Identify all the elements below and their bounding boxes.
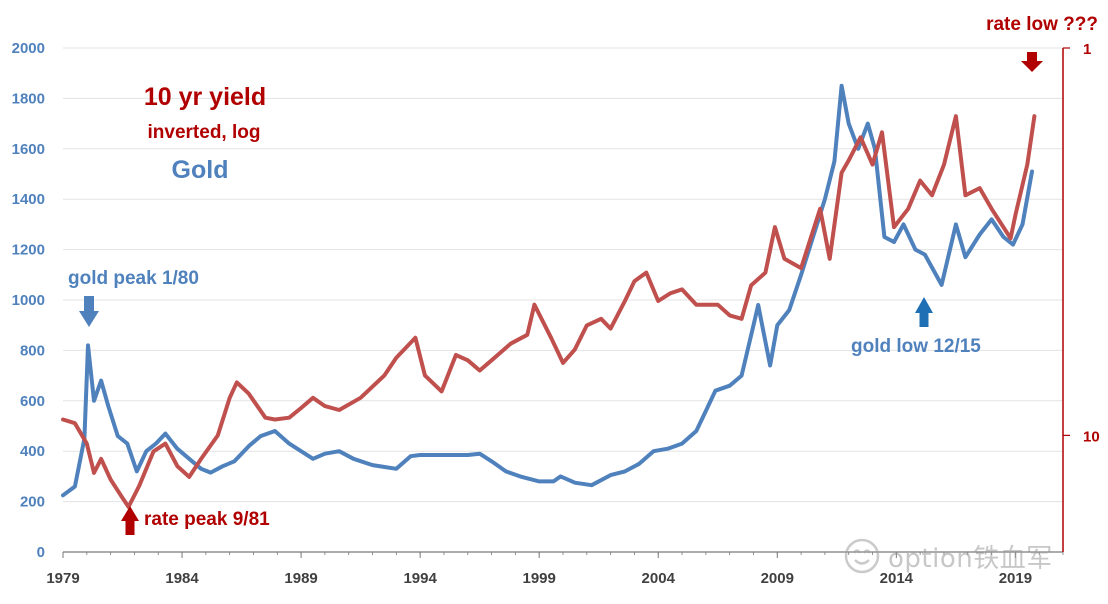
- y-right-tick-label: 1: [1083, 41, 1091, 58]
- y-left-tick-label: 600: [20, 393, 45, 410]
- chart-subtitle: inverted, log: [148, 122, 261, 143]
- y-left-tick-label: 200: [20, 494, 45, 511]
- chat-bubble-icon: [844, 538, 880, 574]
- rate-peak-arrow-icon: [121, 506, 139, 535]
- x-tick-label: 1989: [284, 570, 317, 587]
- axes: [62, 47, 1070, 558]
- x-tick-label: 2009: [761, 570, 794, 587]
- gold-low-arrow-icon: [915, 297, 933, 327]
- rate-low-arrow-icon: [1021, 52, 1043, 72]
- y-left-tick-label: 2000: [12, 40, 45, 57]
- watermark-text: option铁血军: [888, 543, 1053, 574]
- x-tick-label: 1979: [46, 570, 79, 587]
- y-left-tick-label: 1000: [12, 292, 45, 309]
- y-left-tick-label: 1400: [12, 191, 45, 208]
- gold-low-annotation: gold low 12/15: [851, 336, 981, 357]
- y-left-tick-label: 1600: [12, 141, 45, 158]
- watermark: option铁血军: [842, 535, 1053, 577]
- y-left-tick-label: 800: [20, 342, 45, 359]
- series-lines: [61, 83, 1037, 509]
- x-tick-label: 2019: [999, 570, 1032, 587]
- x-tick-label: 1999: [523, 570, 556, 587]
- y-right-tick-label: 10: [1083, 428, 1100, 445]
- rate-low-annotation: rate low ???: [986, 14, 1098, 35]
- tick-labels: 0 200 400 600 800 1000 1200 1400 1600 1800 2000 197…: [12, 40, 1100, 587]
- chart-title: 10 yr yield: [144, 83, 266, 111]
- x-tick-label: 1994: [403, 570, 437, 587]
- y-left-tick-label: 1200: [12, 242, 45, 259]
- gold-series-line: [61, 83, 1034, 498]
- x-tick-label: 2014: [880, 570, 914, 587]
- gold-series-label: Gold: [172, 156, 229, 184]
- gold-peak-annotation: gold peak 1/80: [68, 268, 199, 289]
- rate-peak-annotation: rate peak 9/81: [144, 509, 270, 530]
- x-tick-label: 2004: [642, 570, 676, 587]
- y-left-tick-label: 400: [20, 443, 45, 460]
- y-left-tick-label: 0: [37, 544, 45, 561]
- gridlines: [63, 47, 1063, 503]
- x-tick-label: 1984: [165, 570, 199, 587]
- yield-series-line: [61, 114, 1037, 509]
- y-left-tick-label: 1800: [12, 90, 45, 107]
- gold-peak-arrow-icon: [79, 296, 99, 327]
